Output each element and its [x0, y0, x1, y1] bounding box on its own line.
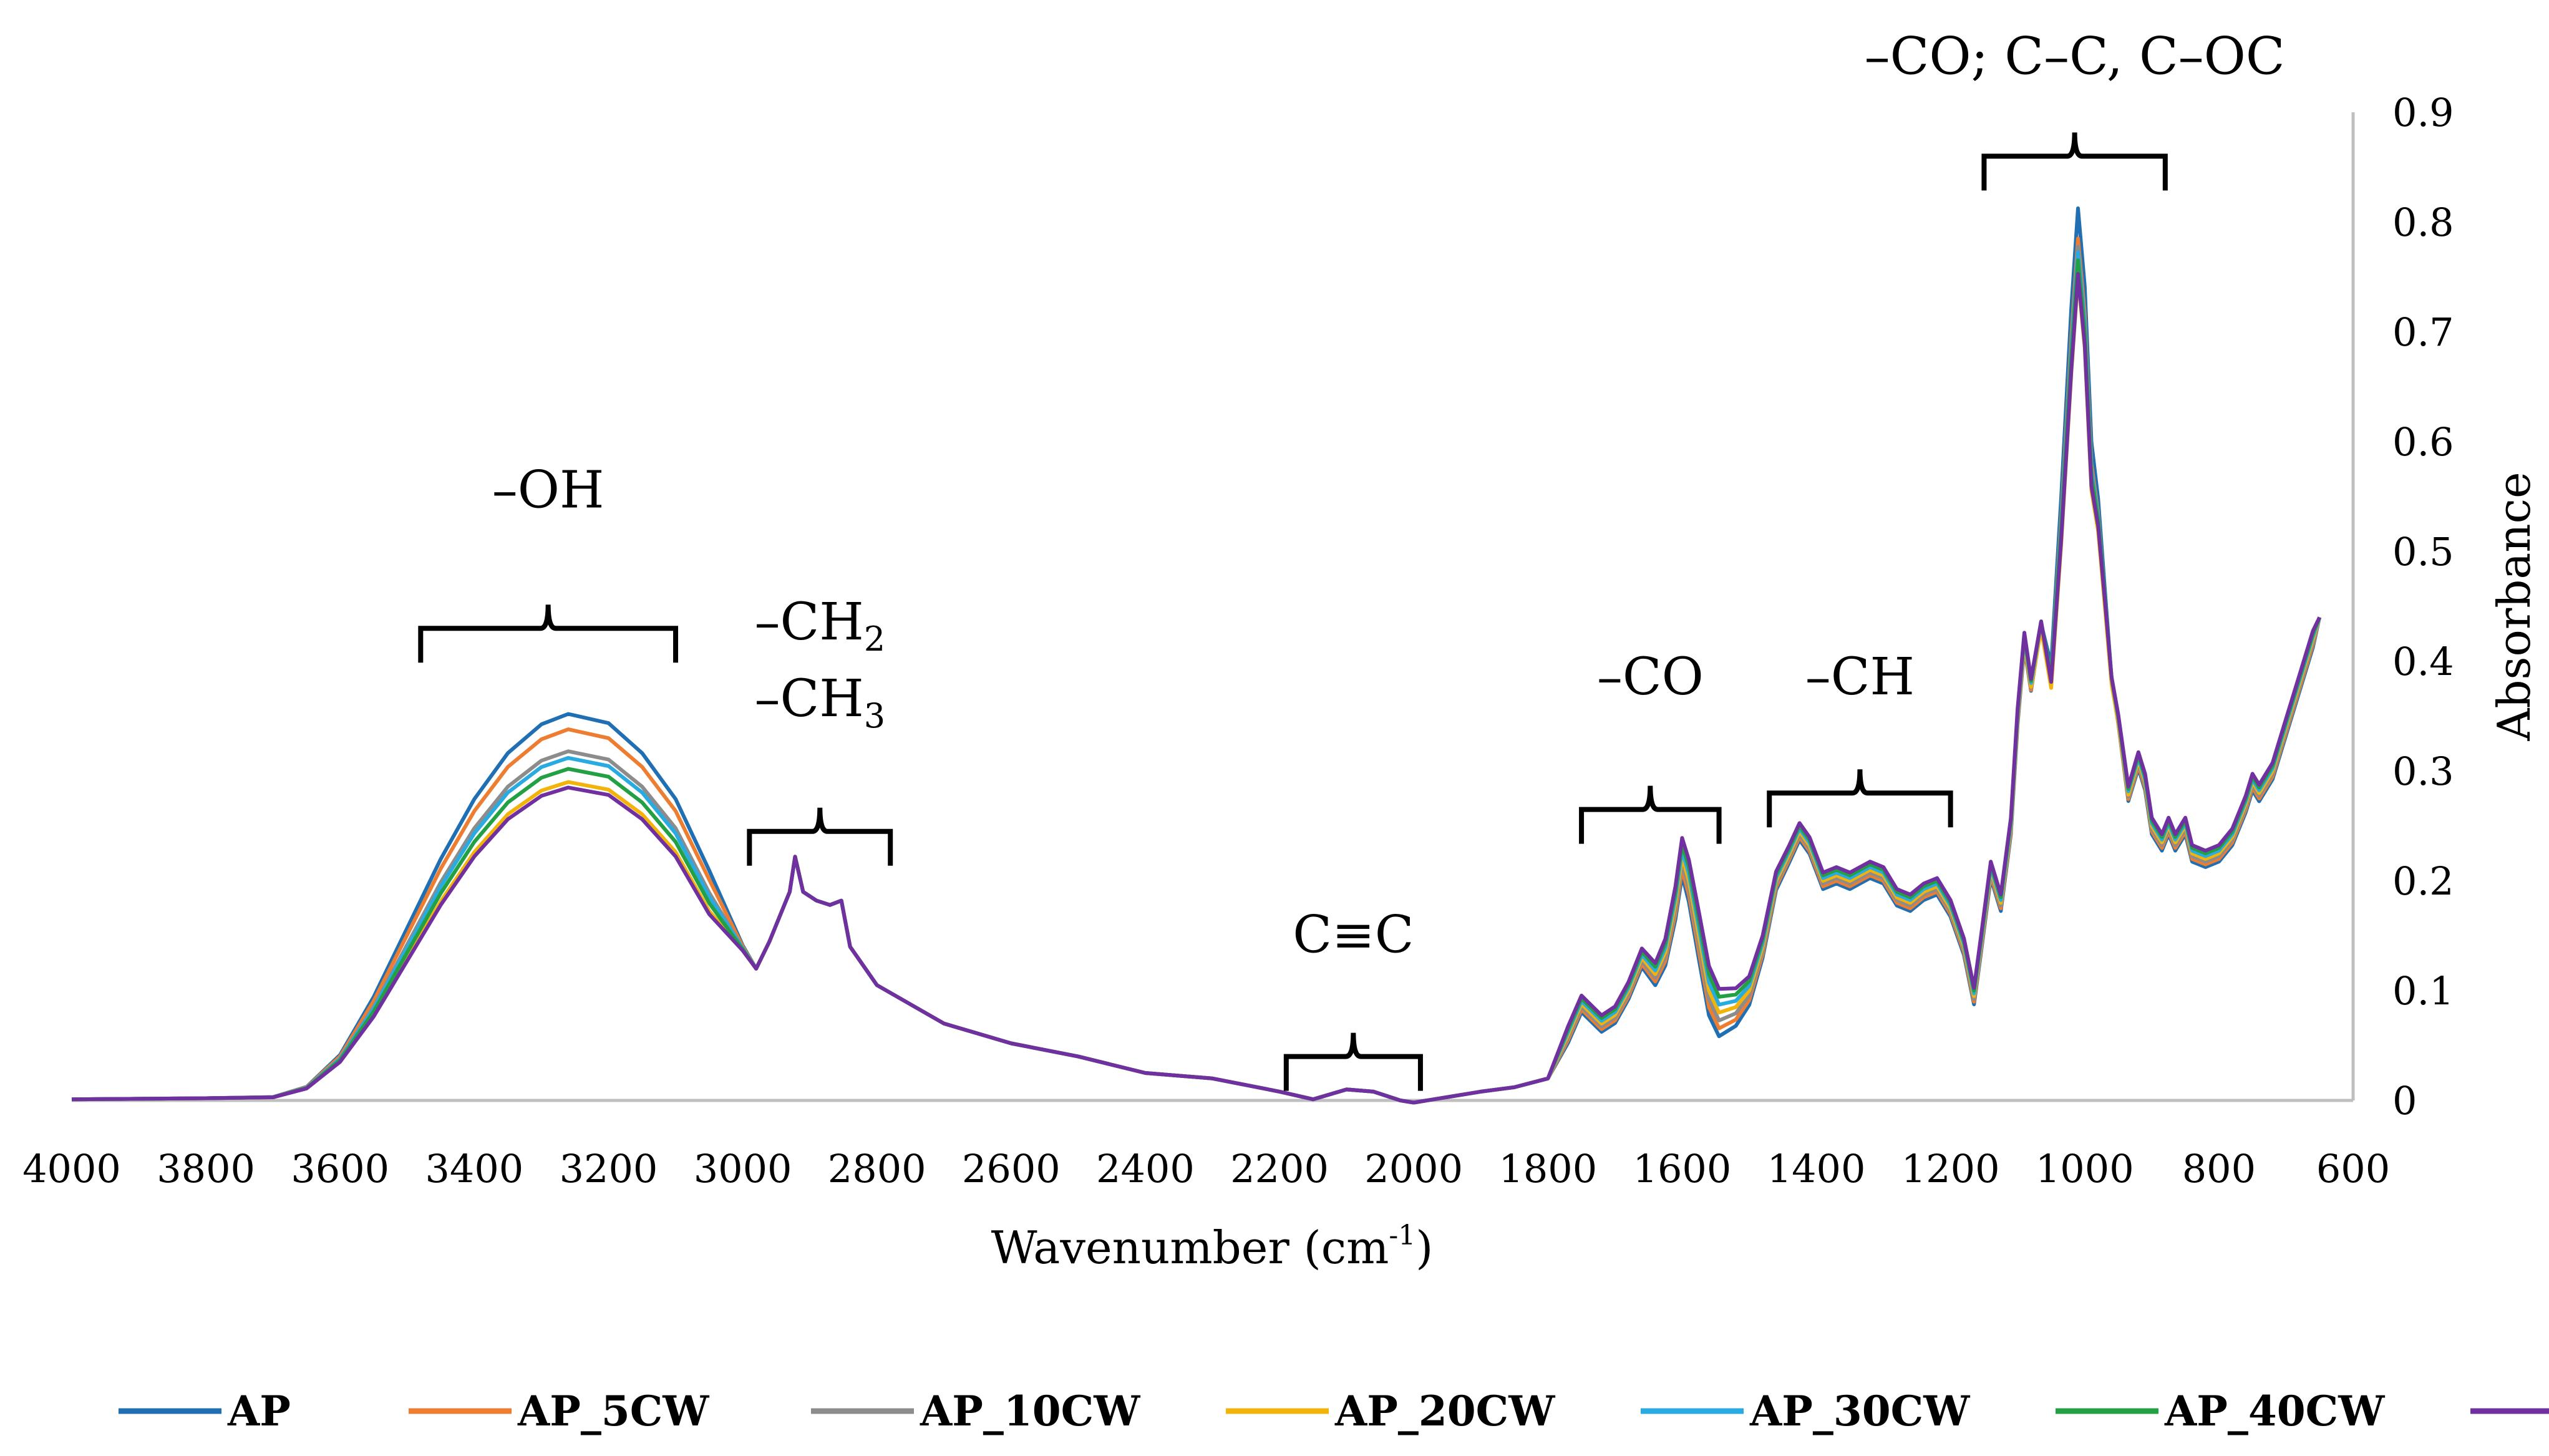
- x-tick-label: 1400: [1767, 1146, 1866, 1191]
- y-tick-label: 0.9: [2392, 90, 2454, 135]
- y-tick-label: 0.4: [2392, 639, 2454, 684]
- annotation-brace: [747, 807, 893, 866]
- annotation-label: –CH: [1805, 648, 1915, 707]
- x-tick-label: 1200: [1901, 1146, 2000, 1191]
- x-tick-label: 1600: [1633, 1146, 1732, 1191]
- legend-item: AP_50CW: [2470, 1408, 2549, 1414]
- legend-item: AP_40CW: [2056, 1387, 2385, 1435]
- annotation-label: –CH3: [754, 669, 885, 735]
- annotation-label: –CO; C–C, C–OC: [1865, 27, 2285, 86]
- x-tick-label: 3000: [694, 1146, 792, 1191]
- series-lines: [71, 206, 2322, 1105]
- x-tick-label: 600: [2316, 1146, 2390, 1191]
- y-tick-label: 0.8: [2392, 200, 2454, 245]
- x-tick-label: 3600: [291, 1146, 389, 1191]
- legend: AP AP_5CW AP_10CW AP_20CW AP_30CW AP_40CW AP_5…: [119, 1387, 2549, 1435]
- x-tick-label: 2200: [1230, 1146, 1329, 1191]
- series-line-ap-50cw: [71, 272, 2321, 1105]
- annotation-brace: [1283, 1032, 1423, 1091]
- y-tick-label: 0.3: [2392, 749, 2454, 794]
- legend-item: AP: [119, 1387, 291, 1435]
- annotation-label: C≡C: [1293, 905, 1414, 964]
- legend-item: AP_5CW: [409, 1387, 709, 1435]
- annotation-brace: [1579, 785, 1722, 844]
- legend-item: AP_30CW: [1641, 1387, 1970, 1435]
- y-tick-label: 0.1: [2392, 968, 2454, 1014]
- annotation-label: –CO: [1597, 648, 1704, 707]
- x-tick-label: 2400: [1096, 1146, 1195, 1191]
- x-tick-label: 1000: [2036, 1146, 2134, 1191]
- x-tick-label: 3800: [157, 1146, 255, 1191]
- x-tick-label: 2800: [828, 1146, 926, 1191]
- x-tick-label: 3200: [560, 1146, 658, 1191]
- x-tick-label: 800: [2182, 1146, 2256, 1191]
- x-tick-label: 3400: [425, 1146, 523, 1191]
- legend-label: AP_5CW: [517, 1387, 709, 1435]
- y-tick-label: 0.6: [2392, 419, 2454, 465]
- y-tick-label: 0: [2392, 1078, 2417, 1124]
- x-axis-title: Wavenumber (cm-1): [991, 1220, 1434, 1274]
- legend-label: AP_30CW: [1749, 1387, 1970, 1435]
- y-axis-title: Absorbance: [2488, 472, 2540, 741]
- x-tick-label: 2600: [962, 1146, 1061, 1191]
- legend-item: AP_20CW: [1226, 1387, 1555, 1435]
- annotation-brace: [1767, 769, 1953, 828]
- legend-label: AP_20CW: [1334, 1387, 1555, 1435]
- annotation-label: –CH2: [754, 593, 885, 659]
- legend-label: AP_10CW: [920, 1387, 1140, 1435]
- y-tick-label: 0.5: [2392, 529, 2454, 575]
- annotation-label: –OH: [492, 461, 604, 520]
- y-tick-label: 0.2: [2392, 858, 2454, 904]
- x-tick-labels: 4000 3800 3600 3400 3200 3000 2800 2600 2400 2200…: [22, 1146, 2390, 1191]
- annotation-brace: [1981, 132, 2168, 191]
- legend-item: AP_10CW: [811, 1387, 1140, 1435]
- x-tick-label: 1800: [1498, 1146, 1597, 1191]
- y-tick-label: 0.7: [2392, 309, 2454, 355]
- y-tick-labels: 0 0.1 0.2 0.3 0.4 0.5 0.6 0.7 0.8 0.9: [2392, 90, 2454, 1124]
- legend-label: AP_40CW: [2164, 1387, 2385, 1435]
- x-tick-label: 4000: [22, 1146, 121, 1191]
- x-tick-label: 2000: [1364, 1146, 1463, 1191]
- axes: [72, 112, 2355, 1102]
- legend-label: AP: [227, 1387, 291, 1435]
- band-annotations: –OH –CH2 –CH3 C≡C –CO –CH –CO; C–C, C–OC: [418, 27, 2285, 1091]
